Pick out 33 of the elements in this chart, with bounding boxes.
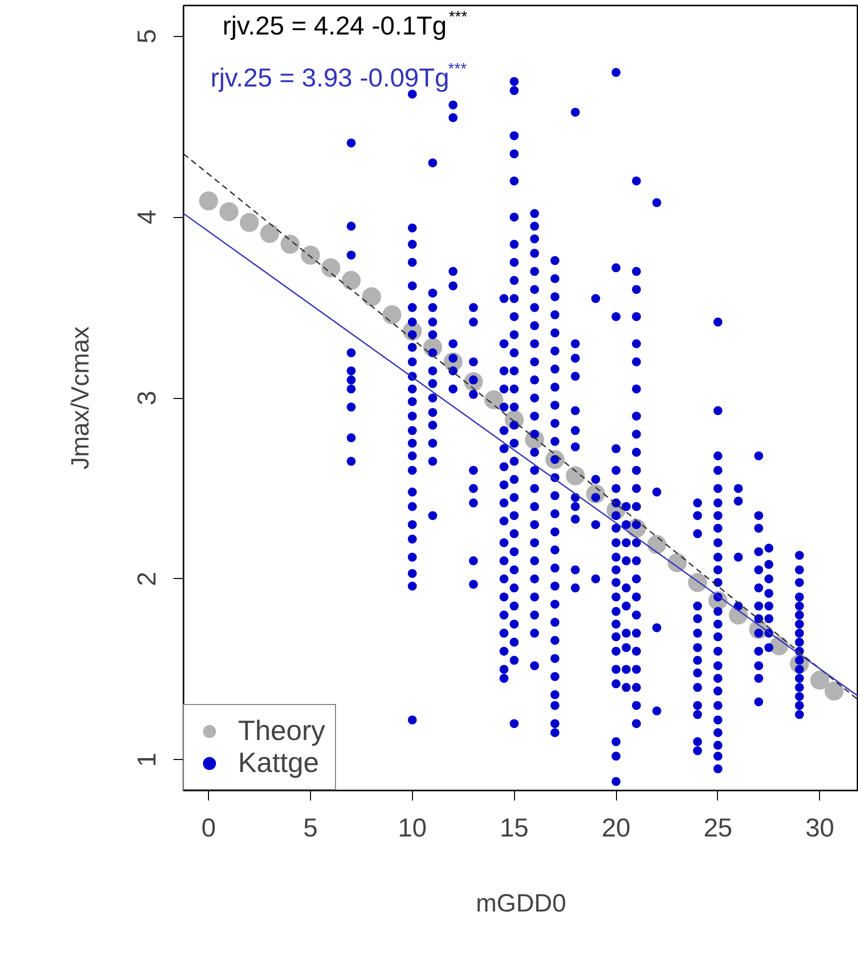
x-tick-label: 5 <box>303 812 318 842</box>
point <box>219 202 238 222</box>
x-tick-label: 25 <box>703 812 732 842</box>
point <box>260 224 280 243</box>
x-tick-label: 20 <box>602 812 631 842</box>
point <box>824 682 844 700</box>
point <box>362 287 382 306</box>
x-tick-label: 30 <box>805 812 834 842</box>
point <box>321 258 340 278</box>
annotation: rjv.25 = 4.24 -0.1Tg*** <box>222 9 468 40</box>
point <box>342 270 361 290</box>
x-tick-label: 15 <box>500 812 529 842</box>
legend-label: Kattge <box>238 747 319 779</box>
y-tick-label: 2 <box>132 572 162 586</box>
point <box>688 573 708 592</box>
annotation: rjv.25 = 3.93 -0.09Tg*** <box>210 61 467 92</box>
x-tick-label: 0 <box>201 812 216 842</box>
point <box>566 466 585 486</box>
point <box>810 670 830 690</box>
x-axis-title: mGDD0 <box>476 890 566 918</box>
point <box>280 234 300 254</box>
point <box>484 390 504 410</box>
y-tick-label: 3 <box>132 390 162 406</box>
legend-label: Theory <box>238 715 326 747</box>
point <box>199 191 218 210</box>
y-tick-label: 5 <box>132 29 162 44</box>
y-axis-title: Jmax/Vcmax <box>66 326 94 470</box>
y-tick-label: 4 <box>132 210 162 224</box>
x-tick-label: 10 <box>398 812 427 842</box>
point <box>240 213 259 232</box>
point <box>300 246 320 265</box>
y-tick-label: 1 <box>132 752 162 767</box>
point <box>382 305 402 324</box>
